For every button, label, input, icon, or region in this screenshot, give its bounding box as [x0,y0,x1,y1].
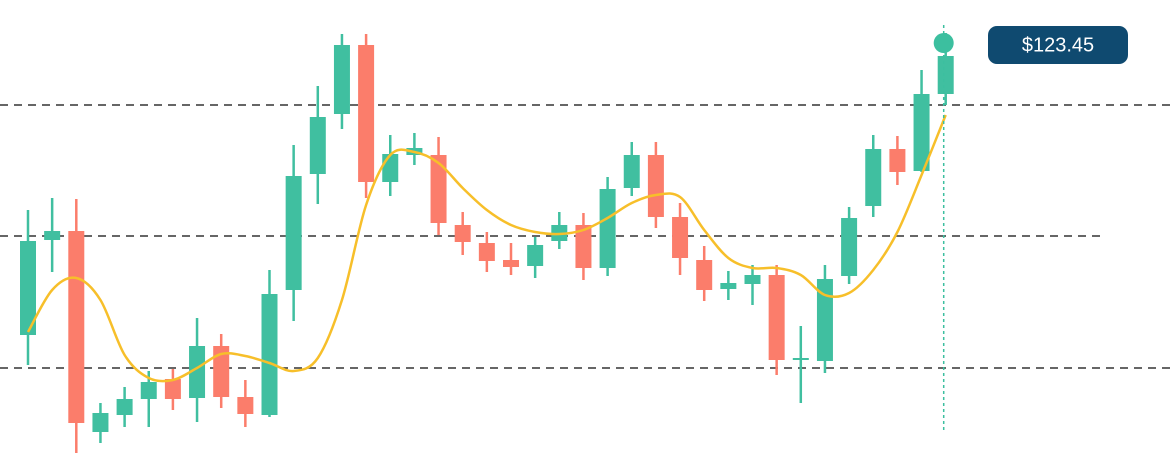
candle-body [647,155,664,217]
candle-body [430,155,447,223]
candle-body [261,294,278,415]
price-label: $123.45 [1022,34,1094,56]
candle-body [816,279,833,361]
candle-body [164,379,181,399]
candle-body [116,399,133,415]
candle-body [20,241,36,335]
price-badge [988,26,1128,64]
candle-body [454,225,471,242]
last-price-dot [933,33,954,53]
candle-body [44,231,61,240]
candle-body [937,56,954,94]
candle-body [333,45,350,114]
candle-body [189,346,206,398]
candle-body [575,225,592,268]
candle-body [285,176,302,290]
candle-body [889,149,906,172]
candle-body [792,358,809,360]
candle-body [309,117,326,174]
candle-body [599,189,616,268]
candle-body [768,275,785,360]
candle-body [92,413,109,432]
overlay [26,25,954,430]
candle-body [478,243,495,261]
candle-body [696,260,713,290]
candle-body [744,275,761,284]
candle-body [720,283,737,289]
candle-body [68,231,85,423]
candle-body [503,260,519,267]
candle-body [140,382,157,399]
candle-body [237,397,254,414]
candles [20,33,954,453]
candle-body [865,149,882,206]
candle-body [527,245,544,266]
candle-body [213,346,230,397]
candle-body [841,218,858,276]
candle-body [623,155,640,188]
candle-body [382,154,399,182]
moving-average [26,114,947,383]
candle-body [913,94,930,171]
candle-body [358,45,375,182]
candle-body [672,217,689,258]
